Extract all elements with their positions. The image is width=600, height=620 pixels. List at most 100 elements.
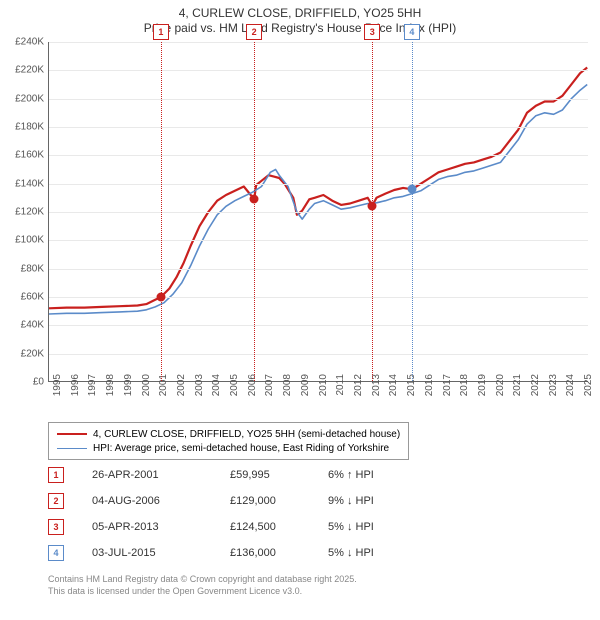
x-axis-label: 2003 xyxy=(194,374,205,396)
y-axis-label: £80K xyxy=(0,263,44,274)
chart: 1995199619971998199920002001200220032004… xyxy=(48,42,588,382)
gridline xyxy=(49,42,588,43)
x-axis-label: 2004 xyxy=(211,374,222,396)
x-axis-label: 2011 xyxy=(335,374,346,396)
sale-marker-line xyxy=(161,42,162,381)
arrow-down-icon: ↓ xyxy=(347,495,353,507)
sale-marker-number: 1 xyxy=(153,24,169,40)
x-axis-label: 2006 xyxy=(247,374,258,396)
gridline xyxy=(49,184,588,185)
sale-row-price: £136,000 xyxy=(230,547,300,559)
gridline xyxy=(49,354,588,355)
sale-row-date: 03-JUL-2015 xyxy=(92,547,202,559)
gridline xyxy=(49,240,588,241)
gridline xyxy=(49,127,588,128)
sale-row-number: 2 xyxy=(48,493,64,509)
x-axis-label: 2010 xyxy=(318,374,329,396)
y-axis-label: £200K xyxy=(0,93,44,104)
y-axis-label: £160K xyxy=(0,150,44,161)
arrow-up-icon: ↑ xyxy=(347,469,353,481)
legend-label: HPI: Average price, semi-detached house,… xyxy=(93,443,389,454)
gridline xyxy=(49,70,588,71)
x-axis-label: 2000 xyxy=(141,374,152,396)
arrow-down-icon: ↓ xyxy=(347,547,353,559)
y-axis-label: £20K xyxy=(0,348,44,359)
y-axis-label: £140K xyxy=(0,178,44,189)
sale-marker-number: 2 xyxy=(246,24,262,40)
sale-row-date: 04-AUG-2006 xyxy=(92,495,202,507)
x-axis-label: 2009 xyxy=(300,374,311,396)
title-address: 4, CURLEW CLOSE, DRIFFIELD, YO25 5HH xyxy=(0,6,600,20)
x-axis-label: 2023 xyxy=(548,374,559,396)
sale-row-pct: 9% ↓ HPI xyxy=(328,495,428,507)
x-axis-label: 2018 xyxy=(459,374,470,396)
sale-row-date: 26-APR-2001 xyxy=(92,469,202,481)
y-axis-label: £0 xyxy=(0,377,44,388)
gridline xyxy=(49,325,588,326)
x-axis-label: 1997 xyxy=(87,374,98,396)
x-axis-label: 2005 xyxy=(229,374,240,396)
x-axis-label: 2007 xyxy=(264,374,275,396)
sale-row-price: £59,995 xyxy=(230,469,300,481)
legend-row: HPI: Average price, semi-detached house,… xyxy=(57,441,400,455)
x-axis-label: 2002 xyxy=(176,374,187,396)
gridline xyxy=(49,99,588,100)
sale-marker-dot xyxy=(368,201,377,210)
x-axis-label: 2017 xyxy=(442,374,453,396)
sale-row-price: £129,000 xyxy=(230,495,300,507)
legend-swatch xyxy=(57,448,87,449)
gridline xyxy=(49,297,588,298)
sale-row-pct: 5% ↓ HPI xyxy=(328,521,428,533)
y-axis-label: £40K xyxy=(0,320,44,331)
sale-marker-line xyxy=(254,42,255,381)
sale-row-pct: 5% ↓ HPI xyxy=(328,547,428,559)
gridline xyxy=(49,212,588,213)
x-axis-label: 2025 xyxy=(583,374,594,396)
sale-row-pct: 6% ↑ HPI xyxy=(328,469,428,481)
sale-marker-line xyxy=(372,42,373,381)
sale-row-number: 4 xyxy=(48,545,64,561)
sale-row: 3 05-APR-2013 £124,500 5% ↓ HPI xyxy=(48,514,428,540)
sale-marker-dot xyxy=(250,195,259,204)
x-axis-label: 1995 xyxy=(52,374,63,396)
x-axis-label: 2012 xyxy=(353,374,364,396)
x-axis-label: 2001 xyxy=(158,374,169,396)
sale-marker-dot xyxy=(156,293,165,302)
y-axis-label: £120K xyxy=(0,207,44,218)
x-axis-label: 2019 xyxy=(477,374,488,396)
plot-area: 1995199619971998199920002001200220032004… xyxy=(48,42,588,382)
sale-row: 1 26-APR-2001 £59,995 6% ↑ HPI xyxy=(48,462,428,488)
y-axis-label: £60K xyxy=(0,292,44,303)
legend-swatch xyxy=(57,433,87,435)
sale-row-date: 05-APR-2013 xyxy=(92,521,202,533)
x-axis-label: 2008 xyxy=(282,374,293,396)
legend-row: 4, CURLEW CLOSE, DRIFFIELD, YO25 5HH (se… xyxy=(57,427,400,441)
sales-list: 1 26-APR-2001 £59,995 6% ↑ HPI 2 04-AUG-2006 £… xyxy=(48,462,428,566)
gridline xyxy=(49,269,588,270)
sale-marker-number: 4 xyxy=(404,24,420,40)
sale-marker-line xyxy=(412,42,413,381)
sale-row: 4 03-JUL-2015 £136,000 5% ↓ HPI xyxy=(48,540,428,566)
x-axis-label: 1998 xyxy=(105,374,116,396)
y-axis-label: £100K xyxy=(0,235,44,246)
chart-titles: 4, CURLEW CLOSE, DRIFFIELD, YO25 5HH Pri… xyxy=(0,0,600,35)
sale-row-number: 3 xyxy=(48,519,64,535)
x-axis-label: 2024 xyxy=(565,374,576,396)
legend-label: 4, CURLEW CLOSE, DRIFFIELD, YO25 5HH (se… xyxy=(93,429,400,440)
y-axis-label: £240K xyxy=(0,37,44,48)
sale-marker-number: 3 xyxy=(364,24,380,40)
arrow-down-icon: ↓ xyxy=(347,521,353,533)
x-axis-label: 2021 xyxy=(512,374,523,396)
series-property xyxy=(49,68,587,309)
series-hpi xyxy=(49,85,587,315)
x-axis-label: 2016 xyxy=(424,374,435,396)
x-axis-label: 1996 xyxy=(70,374,81,396)
sale-row-price: £124,500 xyxy=(230,521,300,533)
sale-row-number: 1 xyxy=(48,467,64,483)
license-line1: Contains HM Land Registry data © Crown c… xyxy=(48,574,357,586)
x-axis-label: 2020 xyxy=(495,374,506,396)
x-axis-label: 2014 xyxy=(388,374,399,396)
sale-marker-dot xyxy=(407,185,416,194)
sale-row: 2 04-AUG-2006 £129,000 9% ↓ HPI xyxy=(48,488,428,514)
y-axis-label: £220K xyxy=(0,65,44,76)
